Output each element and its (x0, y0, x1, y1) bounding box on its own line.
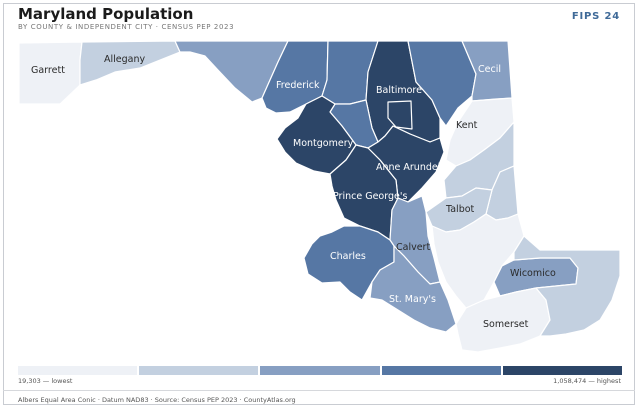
legend-bar (18, 366, 623, 375)
page-title: Maryland Population (18, 5, 194, 23)
label-frederick: Frederick (276, 80, 320, 91)
county-worcester[interactable] (513, 235, 621, 337)
legend-high-label: 1,058,474 — highest (553, 377, 621, 385)
legend-swatch-5 (502, 366, 623, 375)
footer-divider (3, 390, 635, 391)
label-cecil: Cecil (478, 64, 501, 75)
label-garrett: Garrett (31, 65, 65, 76)
label-baltimore: Baltimore (376, 85, 422, 96)
county-baltimore-city[interactable] (387, 100, 413, 130)
county-montgomery[interactable] (276, 95, 357, 175)
label-kent: Kent (456, 120, 478, 131)
label-somerset: Somerset (483, 319, 529, 330)
legend-swatch-1 (18, 366, 138, 375)
page-subtitle: BY COUNTY & INDEPENDENT CITY · CENSUS PE… (18, 23, 235, 31)
fips-badge: FIPS 24 (571, 11, 620, 22)
label-st-marys: St. Mary's (389, 294, 436, 305)
label-wicomico: Wicomico (510, 268, 556, 279)
legend-swatch-4 (381, 366, 501, 375)
legend-low-label: 19,303 — lowest (18, 377, 73, 385)
county-charles[interactable] (303, 225, 395, 301)
county-st-marys[interactable] (369, 245, 457, 333)
label-montgomery: Montgomery (293, 138, 354, 149)
map-frame (3, 3, 635, 405)
label-prince-georges: Prince George's (333, 191, 407, 202)
label-charles: Charles (330, 251, 366, 262)
label-calvert: Calvert (396, 242, 430, 253)
legend-swatch-3 (260, 366, 380, 375)
label-anne-arundel: Anne Arundel (376, 162, 440, 173)
footer-credits: Albers Equal Area Conic · Datum NAD83 · … (18, 396, 296, 404)
label-allegany: Allegany (104, 54, 145, 65)
legend-swatch-2 (139, 366, 259, 375)
label-talbot: Talbot (445, 204, 475, 215)
